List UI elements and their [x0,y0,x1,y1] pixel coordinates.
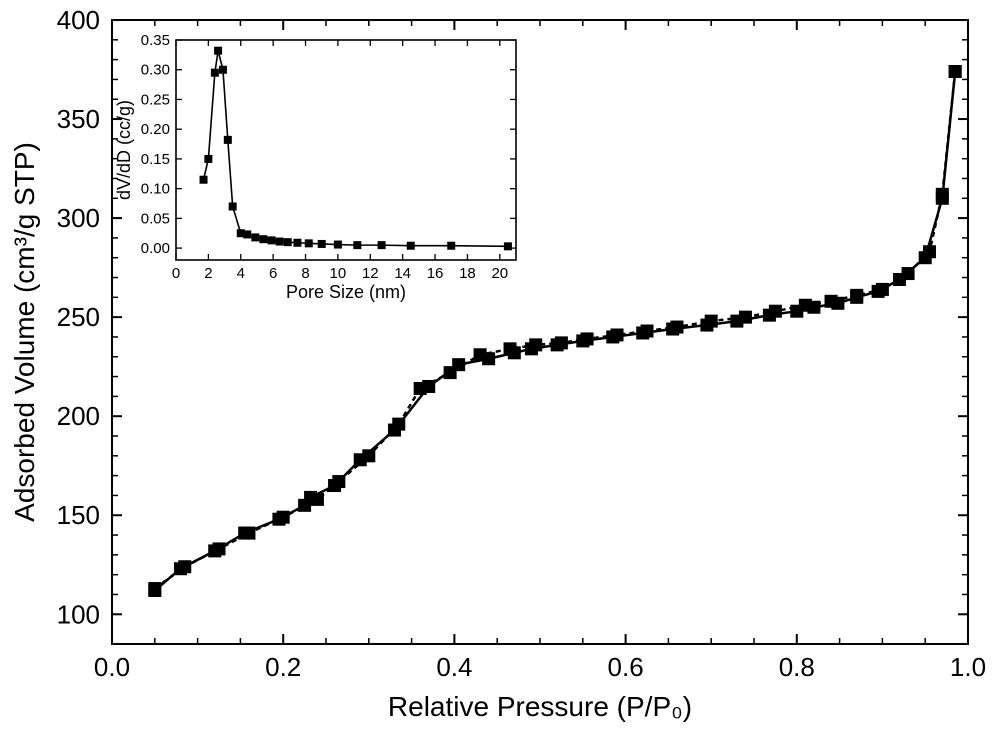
desorption-marker [393,418,405,430]
inset-y-tick-label: 0.15 [141,151,170,168]
inset-x-tick-label: 8 [301,265,309,282]
inset-series-marker [354,242,361,249]
x-tick-label: 0.2 [265,652,301,682]
inset-series-marker [237,230,244,237]
y-tick-label: 400 [57,5,100,35]
inset-series-marker [252,234,259,241]
desorption-marker [444,367,456,379]
desorption-marker [739,311,751,323]
inset-plot-frame [176,40,516,260]
desorption-marker [474,349,486,361]
inset-series-marker [215,47,222,54]
desorption-marker [277,511,289,523]
desorption-marker [213,543,225,555]
x-tick-label: 0.6 [608,652,644,682]
desorption-marker [923,246,935,258]
inset-series-marker [268,237,275,244]
x-tick-label: 0.8 [779,652,815,682]
inset-x-axis-label: Pore Size (nm) [286,282,406,302]
inset-series-marker [334,241,341,248]
desorption-marker [851,289,863,301]
desorption-marker [876,283,888,295]
desorption-marker [936,188,948,200]
inset-y-axis-label: dV/dD (cc/g) [114,100,134,200]
y-tick-label: 100 [57,599,100,629]
desorption-marker [504,343,516,355]
y-tick-label: 350 [57,104,100,134]
desorption-marker [949,66,961,78]
inset-series-marker [224,136,231,143]
inset-series-marker [219,66,226,73]
inset-series-marker [284,239,291,246]
inset-series-marker [407,242,414,249]
desorption-marker [641,325,653,337]
x-tick-label: 1.0 [950,652,986,682]
inset-series-marker [305,240,312,247]
inset-x-tick-label: 6 [269,265,277,282]
y-tick-label: 200 [57,401,100,431]
inset-x-tick-label: 18 [459,265,476,282]
inset-x-tick-label: 20 [491,265,508,282]
inset-series-marker [318,240,325,247]
desorption-marker [243,527,255,539]
inset-series-marker [211,69,218,76]
y-tick-label: 150 [57,500,100,530]
inset-x-tick-label: 12 [362,265,379,282]
inset-series-marker [229,203,236,210]
desorption-marker [799,299,811,311]
inset-x-tick-label: 0 [172,265,180,282]
inset-y-tick-label: 0.20 [141,121,170,138]
inset-y-tick-label: 0.30 [141,62,170,79]
desorption-marker [363,450,375,462]
desorption-marker [414,382,426,394]
desorption-marker [555,337,567,349]
inset-series-marker [504,243,511,250]
inset-x-tick-label: 4 [237,265,245,282]
inset-series-marker [448,242,455,249]
inset-series-marker [260,236,267,243]
inset-x-tick-label: 10 [330,265,347,282]
desorption-marker [825,295,837,307]
y-axis-label: Adsorbed Volume (cm³/g STP) [9,142,40,522]
desorption-marker [311,493,323,505]
inset-y-tick-label: 0.00 [141,240,170,257]
desorption-marker [530,339,542,351]
desorption-marker [611,329,623,341]
inset-series-marker [294,239,301,246]
chart-root: 0.00.20.40.60.81.0100150200250300350400R… [0,0,1000,746]
inset-series-marker [205,155,212,162]
inset-series-marker [378,242,385,249]
y-tick-label: 250 [57,302,100,332]
inset-series-marker [276,238,283,245]
inset-x-tick-label: 16 [427,265,444,282]
inset-x-tick-label: 14 [394,265,411,282]
x-tick-label: 0.4 [436,652,472,682]
x-tick-label: 0.0 [94,652,130,682]
chart-svg: 0.00.20.40.60.81.0100150200250300350400R… [0,0,1000,746]
inset-x-tick-label: 2 [204,265,212,282]
inset-series-marker [244,231,251,238]
desorption-marker [671,321,683,333]
inset-y-tick-label: 0.05 [141,210,170,227]
x-axis-label: Relative Pressure (P/P₀) [388,691,692,722]
desorption-marker [149,583,161,595]
desorption-marker [769,305,781,317]
inset-y-tick-label: 0.10 [141,181,170,198]
desorption-marker [902,268,914,280]
desorption-marker [581,333,593,345]
inset-series-marker [200,176,207,183]
inset-y-tick-label: 0.35 [141,32,170,49]
desorption-marker [179,561,191,573]
y-tick-label: 300 [57,203,100,233]
inset-y-tick-label: 0.25 [141,91,170,108]
desorption-marker [705,315,717,327]
desorption-marker [333,476,345,488]
